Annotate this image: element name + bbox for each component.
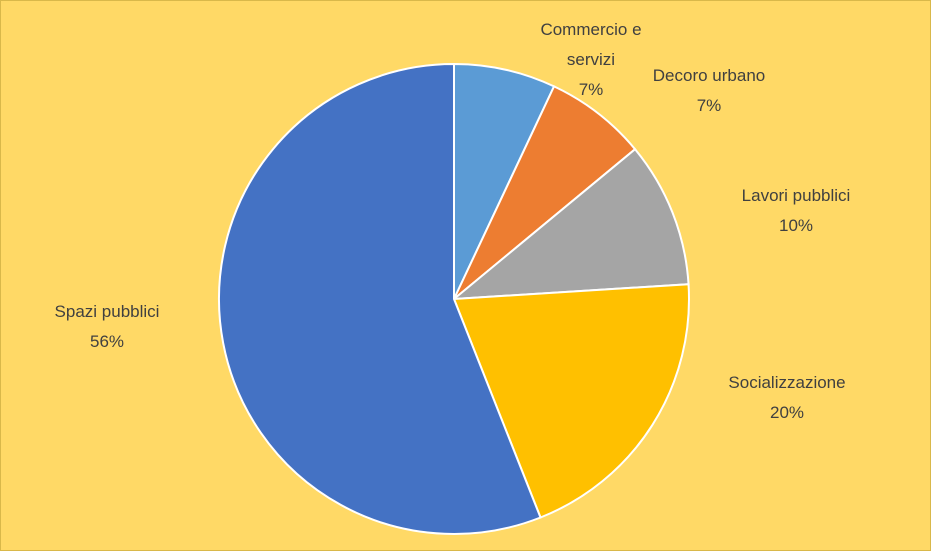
category-label: Decoro urbano [652, 66, 766, 85]
category-label: Commercio e servizi [540, 20, 642, 69]
value-label: 20% [769, 403, 805, 422]
pie-slice [450, 147, 690, 301]
value-label: 56% [89, 332, 125, 351]
data-label: Socializzazione 20% [702, 368, 872, 428]
value-label: 7% [696, 96, 722, 115]
pie-slice [453, 85, 637, 300]
data-label: Commercio e servizi 7% [516, 15, 666, 105]
value-label: 7% [578, 80, 604, 99]
pie-slice [217, 62, 542, 535]
category-label: Socializzazione [728, 373, 846, 392]
category-label: Spazi pubblici [54, 302, 160, 321]
data-label: Decoro urbano 7% [624, 61, 794, 121]
pie-slice [453, 62, 556, 300]
pie-slice [452, 283, 690, 519]
data-label: Lavori pubblici 10% [711, 181, 881, 241]
value-label: 10% [778, 216, 814, 235]
data-label: Spazi pubblici 56% [22, 297, 192, 357]
category-label: Lavori pubblici [741, 186, 851, 205]
